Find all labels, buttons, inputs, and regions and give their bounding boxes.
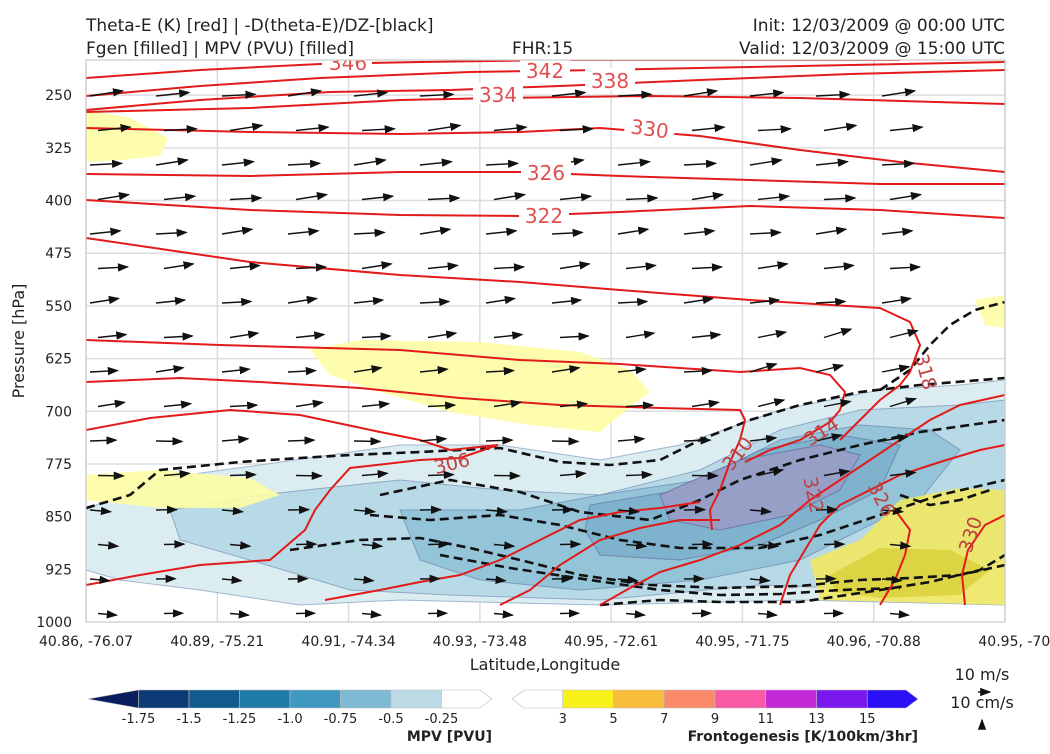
title-line-1: Theta-E (K) [red] | -D(theta-E)/DZ-[blac… bbox=[85, 16, 434, 36]
colorbar-tick-label: -0.75 bbox=[324, 712, 358, 727]
fgen-colorbar-title: Frontogenesis [K/100km/3hr] bbox=[688, 729, 918, 745]
x-tick-label: 40.95, -71.75 bbox=[695, 634, 789, 650]
colorbar-swatch bbox=[240, 690, 291, 708]
x-tick-label: 40.96, -70.88 bbox=[827, 634, 921, 650]
colorbar-tick-label: -0.25 bbox=[425, 712, 459, 727]
mpv-colorbar-title: MPV [PVU] bbox=[407, 729, 492, 745]
y-tick-label: 850 bbox=[45, 510, 72, 526]
y-tick-label: 325 bbox=[45, 141, 72, 157]
colorbar-swatch bbox=[715, 690, 766, 708]
y-tick-label: 700 bbox=[45, 404, 72, 420]
colorbar-tick-label: -1.5 bbox=[176, 712, 201, 727]
wind-arrow bbox=[288, 440, 314, 441]
wind-arrow bbox=[156, 441, 182, 442]
colorbar-swatch bbox=[391, 690, 442, 708]
colorbar-tick-label: 11 bbox=[757, 712, 774, 727]
wind-key-vertical: 10 cm/s bbox=[950, 693, 1014, 712]
init-time: Init: 12/03/2009 @ 00:00 UTC bbox=[753, 16, 1005, 36]
colorbar-tick-label: -0.5 bbox=[378, 712, 403, 727]
colorbar-swatch bbox=[442, 690, 493, 708]
colorbar-swatch bbox=[341, 690, 392, 708]
colorbar-tick-label: 3 bbox=[559, 712, 567, 727]
wind-arrow bbox=[90, 440, 116, 441]
wind-arrow bbox=[684, 440, 710, 441]
colorbar-swatch bbox=[817, 690, 868, 708]
colorbar-tick-label: -1.75 bbox=[122, 712, 156, 727]
colorbar-tick-label: -1.25 bbox=[223, 712, 257, 727]
x-tick-label: 40.91, -74.34 bbox=[302, 634, 396, 650]
y-axis-ticks: 250 325 400 475 550 625 700 775 850 925 1000 bbox=[36, 88, 72, 631]
colorbar-tick-label: 7 bbox=[660, 712, 668, 727]
colorbar-tick-label: 13 bbox=[808, 712, 825, 727]
x-tick-label: 40.95, -72.61 bbox=[564, 634, 658, 650]
y-tick-label: 625 bbox=[45, 352, 72, 368]
colorbar-tick-label: -1.0 bbox=[277, 712, 302, 727]
theta-e-label-334: 334 bbox=[479, 83, 517, 107]
colorbar-swatch bbox=[189, 690, 240, 708]
wind-arrow bbox=[486, 440, 512, 441]
x-tick-label: 40.89, -75.21 bbox=[170, 634, 264, 650]
x-tick-label: 40.93, -73.48 bbox=[433, 634, 527, 650]
y-tick-label: 775 bbox=[45, 457, 72, 473]
fgen-colorbar: 3 5 7 9 11 13 15 bbox=[512, 690, 918, 727]
colorbar-tick-label: 9 bbox=[711, 712, 719, 727]
valid-time: Valid: 12/03/2009 @ 15:00 UTC bbox=[739, 39, 1005, 59]
colorbar-tick-label: 5 bbox=[609, 712, 617, 727]
theta-e-label-326: 326 bbox=[527, 161, 565, 185]
wind-key: 10 m/s 10 cm/s bbox=[950, 665, 1014, 728]
y-tick-label: 550 bbox=[45, 299, 72, 315]
theta-e-label-338: 338 bbox=[591, 69, 629, 93]
colorbar-swatch bbox=[512, 690, 563, 708]
x-axis-label: Latitude,Longitude bbox=[470, 655, 621, 674]
y-tick-label: 400 bbox=[45, 194, 72, 210]
colorbar-swatch bbox=[614, 690, 665, 708]
wind-arrow bbox=[552, 441, 578, 442]
y-tick-label: 475 bbox=[45, 246, 72, 262]
forecast-hour: FHR:15 bbox=[512, 39, 573, 59]
mpv-colorbar: -1.75 -1.5 -1.25 -1.0 -0.75 -0.5 -0.25 bbox=[88, 690, 492, 727]
y-tick-label: 1000 bbox=[36, 615, 72, 631]
wind-key-horizontal: 10 m/s bbox=[955, 665, 1010, 684]
colorbar-swatch bbox=[139, 690, 190, 708]
colorbar-swatch bbox=[766, 690, 817, 708]
theta-e-label-342: 342 bbox=[526, 59, 564, 83]
x-tick-label: 40.86, -76.07 bbox=[39, 634, 133, 650]
y-axis-label: Pressure [hPa] bbox=[9, 284, 28, 399]
colorbar-swatch bbox=[867, 690, 918, 708]
title-line-2: Fgen [filled] | MPV (PVU) [filled] bbox=[86, 39, 354, 59]
y-tick-label: 250 bbox=[45, 88, 72, 104]
theta-e-label-322: 322 bbox=[525, 204, 563, 228]
x-axis-ticks: 40.86, -76.07 40.89, -75.21 40.91, -74.34 4… bbox=[39, 634, 1050, 650]
wind-arrow bbox=[230, 475, 256, 476]
colorbar-swatch bbox=[664, 690, 715, 708]
y-tick-label: 925 bbox=[45, 562, 72, 578]
x-tick-label: 40.95, -70.0 bbox=[978, 634, 1050, 650]
colorbar-tick-label: 15 bbox=[859, 712, 876, 727]
colorbar-swatch bbox=[563, 690, 614, 708]
colorbar-swatch bbox=[290, 690, 341, 708]
colorbar-swatch bbox=[88, 690, 139, 708]
wind-arrow bbox=[354, 441, 380, 442]
wind-arrow bbox=[626, 475, 652, 476]
